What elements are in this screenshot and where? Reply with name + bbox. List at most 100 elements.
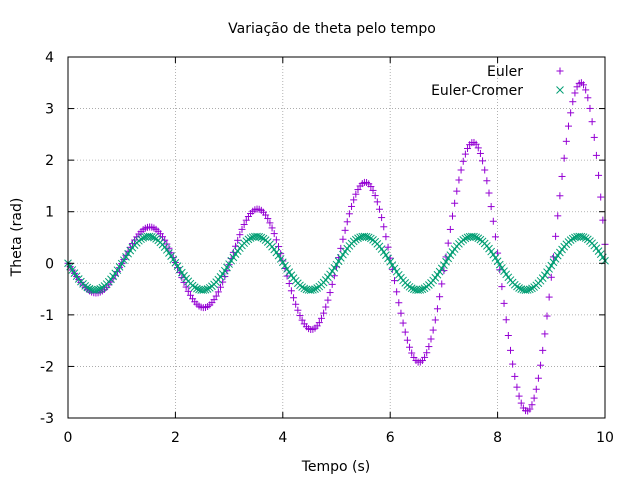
data-point: [526, 405, 534, 413]
data-point: [489, 217, 497, 225]
data-point: [513, 383, 521, 391]
data-point: [511, 372, 519, 380]
data-point: [268, 224, 276, 232]
x-tick-label: 0: [64, 430, 73, 446]
data-point: [523, 286, 532, 294]
data-point: [397, 309, 405, 317]
data-point: [485, 189, 493, 197]
data-point: [317, 314, 325, 322]
y-axis-label: Theta (rad): [9, 198, 25, 278]
legend-label-euler-cromer: Euler-Cromer: [431, 83, 523, 99]
data-point: [579, 233, 588, 241]
data-point: [294, 306, 302, 314]
data-point: [203, 285, 212, 293]
data-point: [369, 186, 377, 194]
data-point: [296, 312, 304, 320]
x-tick-label: 8: [493, 430, 502, 446]
data-point: [586, 104, 594, 112]
data-point: [275, 243, 283, 251]
x-ticks: 0 2 4 6 8 10: [64, 57, 614, 446]
data-point: [242, 216, 250, 224]
data-point: [547, 273, 555, 281]
data-point: [276, 255, 285, 263]
data-point: [577, 232, 586, 241]
data-point: [532, 385, 540, 393]
data-point: [592, 151, 600, 159]
data-point: [451, 199, 459, 207]
data-point: [556, 192, 564, 200]
data-point: [530, 394, 538, 402]
data-point: [567, 109, 575, 117]
data-point: [498, 283, 506, 291]
data-point: [236, 231, 244, 239]
data-point: [581, 234, 590, 242]
data-point: [113, 266, 122, 275]
data-point: [457, 166, 465, 174]
data-point: [437, 264, 446, 273]
data-point: [515, 284, 523, 292]
x-axis-label: Tempo (s): [301, 459, 371, 475]
data-point: [554, 212, 562, 220]
data-point: [403, 336, 411, 344]
x-tick-label: 4: [278, 430, 287, 446]
data-point: [476, 149, 484, 157]
data-point: [453, 187, 461, 195]
data-point: [500, 299, 508, 307]
plot-frame: [67, 56, 606, 419]
data-point: [481, 166, 489, 174]
data-point: [491, 233, 499, 241]
data-point: [390, 277, 398, 285]
data-point: [220, 266, 229, 275]
data-point: [407, 284, 416, 293]
data-point: [223, 263, 231, 272]
data-point: [491, 254, 500, 262]
data-point: [569, 98, 577, 106]
data-point: [300, 284, 309, 293]
data-point: [225, 260, 233, 268]
data-point: [429, 326, 437, 334]
data-point: [217, 283, 225, 291]
data-point: [543, 268, 551, 277]
data-point: [442, 257, 450, 266]
data-point: [264, 215, 272, 223]
data-point: [388, 261, 397, 269]
data-point: [444, 239, 452, 247]
data-point: [552, 232, 560, 240]
data-point: [227, 256, 236, 265]
data-point: [459, 157, 467, 165]
data-point: [117, 259, 126, 268]
data-point: [423, 349, 431, 357]
data-point: [257, 233, 266, 242]
data-point: [547, 261, 556, 270]
data-point: [270, 230, 278, 238]
data-point: [290, 294, 298, 302]
plot-area: [64, 79, 609, 415]
data-point: [354, 234, 362, 243]
grid: [68, 57, 605, 418]
data-point: [590, 133, 598, 141]
data-point: [298, 283, 306, 291]
chart-title: Variação de theta pelo tempo: [228, 21, 436, 37]
data-point: [384, 243, 392, 251]
data-point: [145, 232, 154, 241]
data-point: [433, 305, 441, 313]
data-point: [399, 319, 407, 327]
data-point: [584, 94, 592, 102]
data-point: [199, 286, 208, 294]
x-tick-label: 6: [386, 430, 395, 446]
data-point: [173, 262, 182, 270]
data-point: [382, 233, 390, 241]
data-point: [326, 289, 334, 297]
data-point: [328, 267, 337, 276]
data-point: [551, 255, 560, 263]
data-point: [298, 316, 306, 324]
data-point: [92, 286, 100, 294]
data-point: [498, 264, 506, 272]
data-point: [193, 284, 201, 293]
data-point: [371, 192, 379, 200]
series-euler-cromer: [64, 232, 609, 294]
data-point: [328, 280, 336, 288]
data-point: [334, 257, 343, 266]
data-point: [382, 251, 390, 260]
data-point: [487, 203, 495, 211]
